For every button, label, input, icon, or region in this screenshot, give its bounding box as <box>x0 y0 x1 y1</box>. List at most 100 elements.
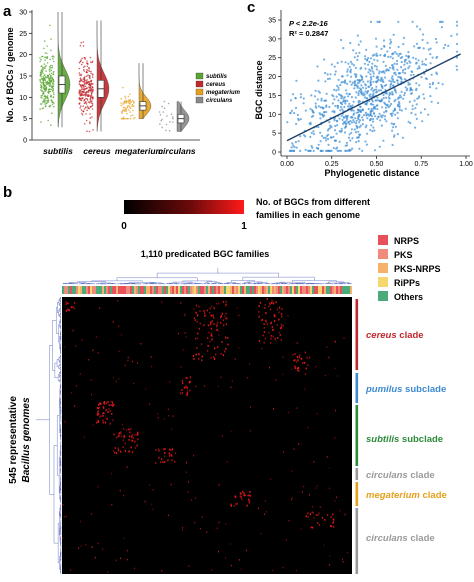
heatmap-cell <box>337 375 339 377</box>
scatter-point <box>364 67 367 70</box>
scatter-point <box>380 76 383 79</box>
class-strip-cell-others <box>252 286 254 294</box>
jitter-point-subtilis <box>47 76 49 79</box>
jitter-point-subtilis <box>52 92 55 94</box>
scatter-point <box>294 141 297 144</box>
scatter-point <box>302 97 305 100</box>
heatmap-cell <box>124 450 126 452</box>
jitter-point-cereus <box>86 60 88 62</box>
heatmap-cell <box>109 422 111 425</box>
scatter-point <box>364 55 367 58</box>
heatmap-cell <box>193 454 194 457</box>
jitter-point-subtilis <box>44 95 46 97</box>
scatter-point <box>385 83 388 87</box>
class-strip-cell-others <box>248 286 250 294</box>
heatmap-cell <box>170 453 172 456</box>
jitter-point-subtilis <box>52 90 54 93</box>
heatmap-cell <box>185 385 187 388</box>
scatter-point <box>316 147 320 150</box>
heatmap-cell <box>117 435 119 438</box>
heatmap-cell <box>246 504 248 506</box>
jitter-point-megaterium <box>128 109 130 111</box>
scatter-point <box>355 122 358 125</box>
scatter-point <box>356 126 359 130</box>
class-strip-cell-nrps <box>294 286 296 294</box>
scatter-point <box>395 59 399 63</box>
scatter-point <box>368 68 371 71</box>
class-strip-cell-nrps <box>118 286 120 294</box>
scatter-point <box>363 93 366 96</box>
heatmap-cell <box>221 341 223 343</box>
scatter-point <box>359 109 362 112</box>
jitter-point-cereus <box>85 113 87 115</box>
heatmap-cell <box>204 385 206 387</box>
class-strip-cell-nrps <box>202 286 204 294</box>
heatmap-cell <box>306 356 308 359</box>
jitter-point-subtilis <box>39 74 42 76</box>
heatmap-cell <box>137 433 139 435</box>
class-strip-cell-nrps <box>120 286 122 294</box>
scatter-point <box>379 54 382 57</box>
jitter-point-cereus <box>79 74 81 76</box>
heatmap-cell <box>193 317 195 320</box>
heatmap-cell <box>280 326 283 329</box>
scatter-point <box>333 98 336 101</box>
class-strip-cell-pks_nrps <box>234 286 236 294</box>
jitter-point-megaterium <box>127 95 130 98</box>
jitter-point-cereus <box>92 129 94 131</box>
heatmap-cell <box>124 442 126 445</box>
heatmap-cell <box>129 435 131 438</box>
scatter-point <box>365 75 368 78</box>
class-strip-cell-pks <box>302 286 304 294</box>
heatmap-cell <box>239 495 241 498</box>
scatter-point <box>428 86 432 89</box>
scatter-point <box>392 33 395 37</box>
heatmap-cell <box>110 400 112 403</box>
jitter-point-cereus <box>88 76 91 78</box>
heatmap-cell <box>282 324 284 327</box>
scatter-point <box>411 70 414 73</box>
heatmap-cell <box>278 306 281 309</box>
heatmap-cell <box>311 511 313 514</box>
jitter-point-cereus <box>80 73 82 76</box>
class-legend-label-ripps: RiPPs <box>394 278 420 288</box>
jitter-point-subtilis <box>47 92 50 94</box>
class-strip-cell-nrps <box>250 286 252 294</box>
scatter-point <box>376 108 379 111</box>
class-strip-cell-pks <box>128 286 130 294</box>
scatter-point <box>364 57 367 61</box>
scatter-point <box>400 90 403 93</box>
heatmap-cell <box>155 462 157 464</box>
scatter-point <box>353 82 356 85</box>
heatmap-cell <box>134 447 137 449</box>
scatter-point <box>343 131 347 134</box>
jitter-point-subtilis <box>52 71 55 73</box>
heatmap-cell <box>167 514 169 517</box>
heatmap-cell <box>249 494 252 497</box>
jitter-point-megaterium <box>129 117 132 120</box>
class-strip-cell-nrps <box>140 286 142 294</box>
heatmap-cell <box>185 471 187 473</box>
class-strip-cell-pks <box>204 286 206 294</box>
heatmap-cell <box>211 569 213 571</box>
jitter-point-subtilis <box>42 107 45 109</box>
heatmap-cell <box>298 443 300 445</box>
scatter-point <box>378 70 381 73</box>
class-strip-cell-pks <box>284 286 286 294</box>
heatmap-cell <box>297 359 299 362</box>
scatter-point <box>333 73 337 76</box>
scatter-point <box>403 60 406 63</box>
heatmap-cell <box>123 434 125 437</box>
class-legend-swatch-pks_nrps <box>378 263 388 273</box>
heatmap-cell <box>318 524 320 526</box>
scatter-point <box>326 77 330 81</box>
panel-c-scatter-points <box>286 20 459 152</box>
jitter-point-cereus <box>91 89 94 92</box>
scatter-point <box>364 126 367 129</box>
scatter-point <box>357 130 360 133</box>
heatmap-cell <box>339 510 341 512</box>
jitter-point-cereus <box>84 82 86 84</box>
jitter-point-cereus <box>91 86 94 89</box>
scatter-point <box>406 62 409 65</box>
